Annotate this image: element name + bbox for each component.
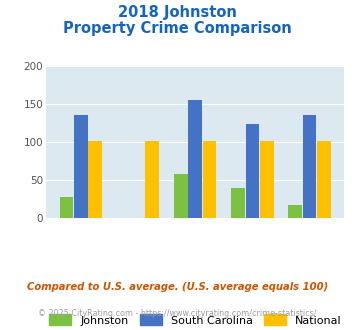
Bar bbox=[88, 141, 102, 218]
Bar bbox=[60, 197, 73, 218]
Bar bbox=[203, 141, 217, 218]
Legend: Johnston, South Carolina, National: Johnston, South Carolina, National bbox=[49, 314, 342, 326]
Bar bbox=[146, 141, 159, 218]
Bar bbox=[303, 115, 317, 218]
Bar bbox=[189, 100, 202, 218]
Bar bbox=[317, 141, 331, 218]
Bar bbox=[260, 141, 274, 218]
Bar bbox=[246, 124, 259, 218]
Text: © 2025 CityRating.com - https://www.cityrating.com/crime-statistics/: © 2025 CityRating.com - https://www.city… bbox=[38, 309, 317, 317]
Text: 2018 Johnston: 2018 Johnston bbox=[118, 5, 237, 20]
Bar bbox=[289, 205, 302, 218]
Bar bbox=[74, 115, 88, 218]
Bar bbox=[174, 174, 188, 218]
Text: Compared to U.S. average. (U.S. average equals 100): Compared to U.S. average. (U.S. average … bbox=[27, 282, 328, 292]
Bar bbox=[231, 188, 245, 218]
Text: Property Crime Comparison: Property Crime Comparison bbox=[63, 21, 292, 36]
